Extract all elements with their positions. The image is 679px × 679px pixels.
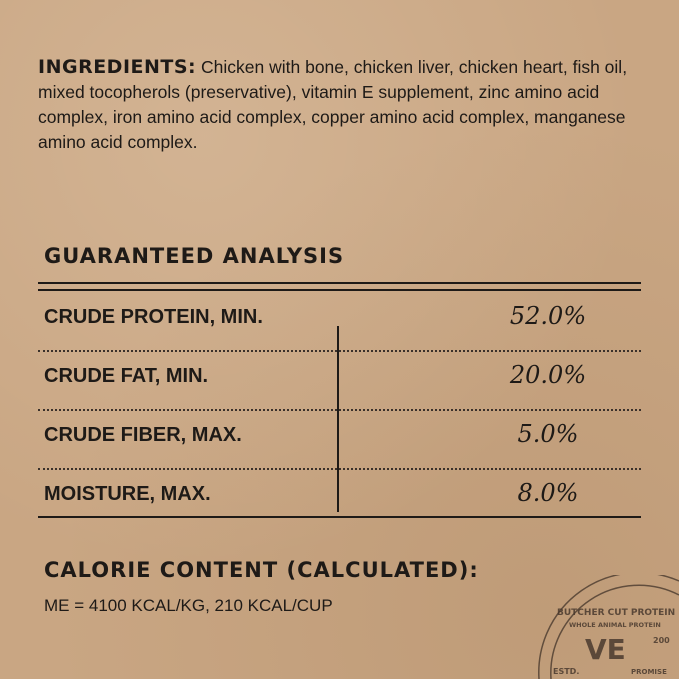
svg-text:WHOLE ANIMAL PROTEIN: WHOLE ANIMAL PROTEIN [569, 621, 661, 629]
analysis-value: 5.0% [517, 420, 579, 448]
ingredients-block: INGREDIENTS: Chicken with bone, chicken … [38, 55, 638, 155]
divider [38, 289, 641, 291]
calorie-text: ME = 4100 KCAL/KG, 210 KCAL/CUP [44, 596, 333, 615]
svg-text:ESTD.: ESTD. [553, 667, 579, 676]
svg-text:PROMISE: PROMISE [631, 668, 667, 676]
analysis-label: CRUDE PROTEIN, MIN. [44, 306, 263, 328]
analysis-row: MOISTURE, MAX. 8.0% [38, 469, 641, 527]
analysis-label: CRUDE FIBER, MAX. [44, 424, 242, 446]
ingredients-label: INGREDIENTS: [38, 56, 197, 78]
column-divider [337, 326, 339, 512]
analysis-row: CRUDE PROTEIN, MIN. 52.0% [38, 292, 641, 352]
analysis-value: 20.0% [509, 361, 587, 389]
ingredients-text: Chicken with bone, chicken liver, chicke… [38, 57, 628, 152]
divider [38, 282, 641, 284]
analysis-value: 52.0% [509, 302, 587, 330]
guaranteed-analysis-title: GUARANTEED ANALYSIS [44, 244, 345, 268]
divider [38, 516, 641, 518]
analysis-row: CRUDE FIBER, MAX. 5.0% [38, 410, 641, 470]
calorie-title: CALORIE CONTENT (CALCULATED): [44, 558, 479, 582]
brand-stamp-logo: BUTCHER CUT PROTEIN WHOLE ANIMAL PROTEIN… [538, 575, 679, 679]
svg-text:VE: VE [585, 633, 626, 666]
svg-text:200: 200 [653, 636, 670, 645]
analysis-label: MOISTURE, MAX. [44, 483, 211, 505]
analysis-row: CRUDE FAT, MIN. 20.0% [38, 351, 641, 411]
analysis-label: CRUDE FAT, MIN. [44, 365, 209, 387]
analysis-value: 8.0% [517, 479, 579, 507]
svg-text:BUTCHER CUT PROTEIN: BUTCHER CUT PROTEIN [557, 608, 675, 618]
